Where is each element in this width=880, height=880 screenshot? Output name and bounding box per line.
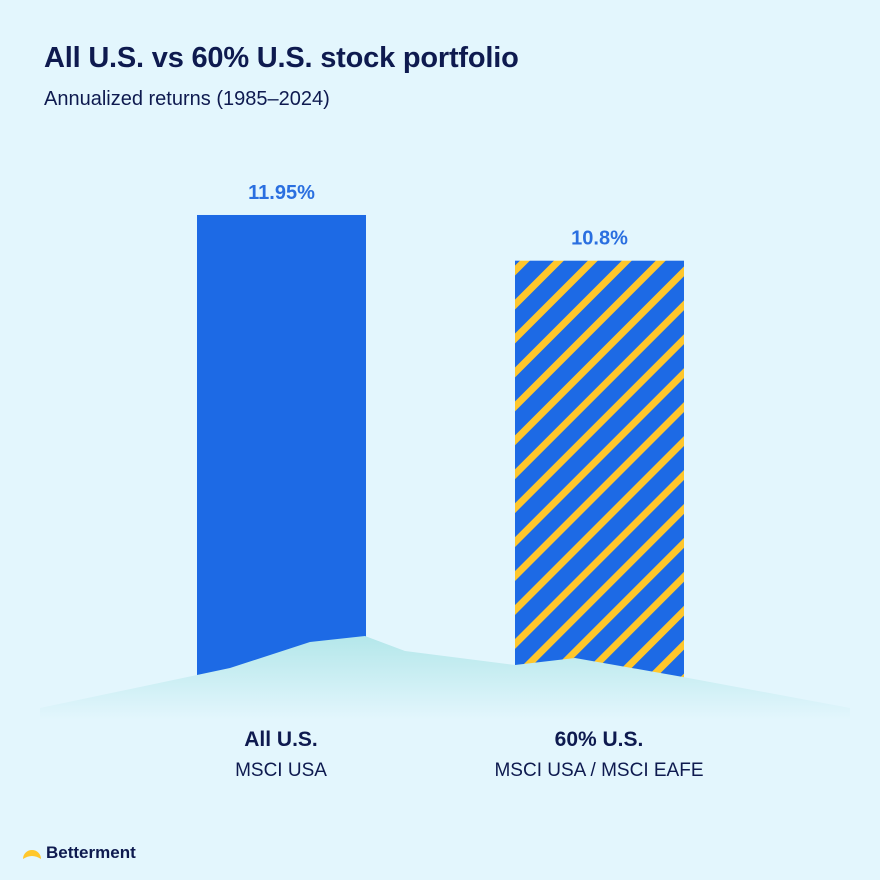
betterment-logo: Betterment [22, 843, 136, 863]
sun-logo-icon [23, 850, 41, 859]
category-subtitle: MSCI USA [235, 760, 327, 781]
bar-2 [515, 260, 684, 690]
ground-mound [40, 636, 850, 720]
category-60-us: 60% U.S. MSCI USA / MSCI EAFE [449, 728, 749, 782]
brand-name: Betterment [46, 843, 136, 862]
chart-subtitle: Annualized returns (1985–2024) [44, 88, 330, 110]
value-label: 10.8% [571, 228, 628, 250]
category-all-us: All U.S. MSCI USA [131, 728, 431, 782]
chart-title: All U.S. vs 60% U.S. stock portfolio [44, 42, 519, 74]
category-label: All U.S. [244, 728, 318, 751]
value-label: 11.95% [248, 182, 315, 204]
category-subtitle: MSCI USA / MSCI EAFE [494, 760, 704, 781]
category-label: 60% U.S. [554, 728, 644, 751]
bar-1 [197, 214, 366, 691]
